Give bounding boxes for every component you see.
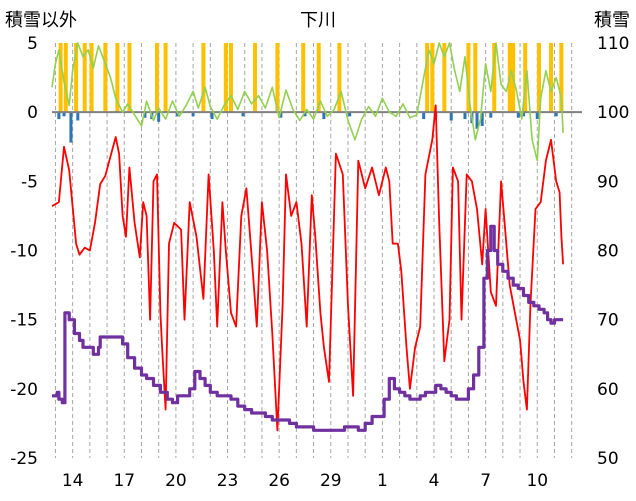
precipitation-bar	[554, 112, 558, 117]
sunshine-line	[51, 42, 564, 162]
right-y-tick-label: 60	[597, 380, 619, 400]
right-y-tick-label: 110	[597, 34, 629, 54]
left-y-tick-label: -25	[10, 449, 38, 469]
snowfall-bar	[316, 43, 321, 113]
precipitation-bar	[69, 112, 73, 143]
snowfall-bar	[275, 43, 280, 113]
snowfall-bar	[115, 43, 120, 113]
precipitation-bar	[279, 112, 283, 118]
precipitation-bar	[475, 112, 479, 129]
snowfall-bar	[89, 43, 94, 113]
right-axis-title: 積雪	[594, 10, 630, 31]
right-y-tick-label: 50	[597, 449, 619, 469]
x-tick-label: 4	[429, 471, 440, 491]
precipitation-bar	[191, 112, 195, 117]
right-y-tick-label: 90	[597, 172, 619, 192]
snowfall-bar	[425, 43, 430, 113]
snowfall-bar	[74, 43, 79, 113]
precipitation-bar	[322, 112, 326, 120]
left-y-tick-label: 5	[27, 34, 38, 54]
x-tick-label: 23	[217, 471, 239, 491]
snowfall-bar	[103, 43, 108, 113]
snowfall-bar	[549, 43, 554, 113]
precipitation-bar	[241, 112, 245, 117]
x-tick-label: 7	[480, 471, 491, 491]
precipitation-bar	[348, 112, 352, 117]
precipitation-bar	[303, 112, 307, 117]
snowfall-bar	[473, 43, 478, 113]
snowfall-bar	[201, 43, 206, 113]
precipitation-bar	[57, 112, 61, 120]
left-y-tick-label: -20	[10, 380, 38, 400]
snowfall-bar	[154, 43, 159, 113]
precipitation-bar	[143, 112, 147, 118]
precipitation-bar	[422, 112, 426, 120]
precipitation-bar	[210, 112, 214, 120]
snowfall-bar	[442, 43, 447, 113]
snowfall-bar	[559, 43, 564, 113]
snowfall-bar	[58, 43, 63, 113]
x-tick-label: 29	[320, 471, 342, 491]
right-y-tick-label: 80	[597, 242, 619, 262]
snowfall-bar	[127, 43, 132, 113]
snowfall-bar	[536, 43, 541, 113]
precipitation-bar	[480, 112, 484, 126]
precipitation-bar	[62, 112, 66, 117]
left-y-tick-label: -5	[21, 172, 38, 192]
x-tick-label: 14	[62, 471, 84, 491]
precipitation-bar	[535, 112, 539, 120]
snowfall-bar	[63, 43, 68, 113]
snowfall-bar	[523, 43, 528, 113]
bars	[57, 43, 564, 143]
x-tick-label: 1	[377, 471, 388, 491]
precipitation-bar	[463, 112, 467, 120]
left-y-tick-label: -15	[10, 311, 38, 331]
temperature-line	[51, 104, 564, 432]
snowfall-bar	[228, 43, 233, 113]
precipitation-bar	[489, 112, 493, 118]
x-tick-label: 20	[165, 471, 187, 491]
snowfall-bar	[223, 43, 228, 113]
chart-title: 下川	[300, 10, 336, 31]
precipitation-bar	[521, 112, 525, 117]
series-lines	[51, 42, 582, 432]
right-y-tick-label: 100	[597, 103, 629, 123]
snowfall-bar	[337, 43, 342, 113]
snowfall-bar	[430, 43, 435, 113]
snowfall-bar	[492, 43, 497, 113]
snowfall-bar	[253, 43, 258, 113]
right-y-tick-label: 70	[597, 311, 619, 331]
left-y-tick-label: 0	[27, 103, 38, 123]
left-axis-title: 積雪以外	[5, 10, 77, 31]
x-tick-label: 17	[113, 471, 135, 491]
precipitation-bar	[449, 112, 453, 121]
snowfall-bar	[301, 43, 306, 113]
precipitation-bar	[157, 112, 161, 122]
left-y-tick-label: -10	[10, 242, 38, 262]
x-tick-label: 10	[526, 471, 548, 491]
x-tick-label: 26	[268, 471, 290, 491]
snowfall-bar	[163, 43, 168, 113]
snowfall-bar	[82, 43, 87, 113]
snow_depth-line	[52, 224, 564, 432]
snowfall-bar	[466, 43, 471, 113]
precipitation-bar	[516, 112, 520, 118]
precipitation-bar	[76, 112, 80, 121]
